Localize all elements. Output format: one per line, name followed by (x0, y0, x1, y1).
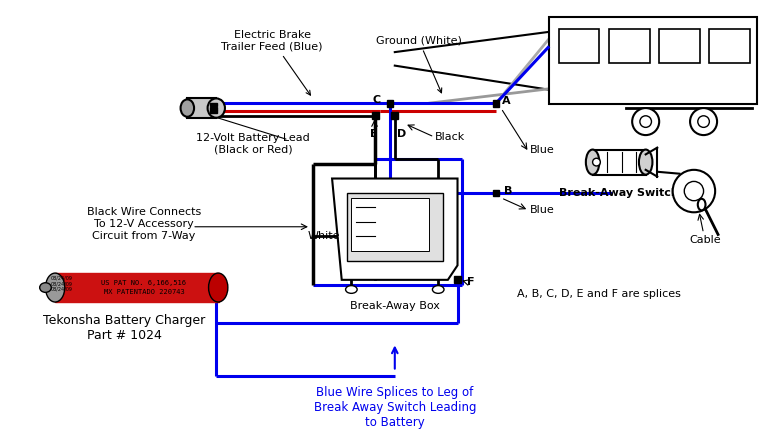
Text: Blue: Blue (530, 205, 555, 215)
Text: Tekonsha Battery Charger
Part # 1024: Tekonsha Battery Charger Part # 1024 (44, 313, 205, 342)
Ellipse shape (698, 199, 706, 210)
Ellipse shape (40, 283, 51, 293)
Text: Black: Black (436, 132, 465, 142)
Bar (346, 193, 443, 261)
Text: Blue Wire Splices to Leg of
Break Away Switch Leading
to Battery: Blue Wire Splices to Leg of Break Away S… (314, 386, 476, 429)
Text: MX PATENTADO 220743: MX PATENTADO 220743 (103, 290, 184, 295)
Bar (593, 150, 646, 175)
Text: C: C (372, 95, 380, 106)
Text: A: A (502, 96, 510, 106)
Text: White: White (307, 232, 340, 242)
Text: Break-Away Box: Break-Away Box (350, 301, 440, 311)
Ellipse shape (208, 99, 225, 118)
Text: 08/24/09
08/24/09
08/24/09: 08/24/09 08/24/09 08/24/09 (51, 276, 73, 292)
Text: 12-Volt Battery Lead
(Black or Red): 12-Volt Battery Lead (Black or Red) (196, 133, 310, 155)
Ellipse shape (433, 286, 444, 293)
Text: Cable: Cable (689, 235, 721, 245)
Bar (187, 99, 216, 118)
Text: B: B (504, 186, 512, 196)
Circle shape (593, 158, 601, 166)
Ellipse shape (45, 273, 65, 302)
Bar (549, 17, 757, 104)
Ellipse shape (345, 286, 357, 293)
Circle shape (685, 181, 703, 201)
Text: Electric Brake
Trailer Feed (Blue): Electric Brake Trailer Feed (Blue) (222, 30, 323, 95)
Bar (352, 198, 429, 251)
Text: Ground (White): Ground (White) (376, 35, 462, 93)
Bar (372, 112, 379, 119)
Ellipse shape (586, 150, 599, 175)
Ellipse shape (639, 150, 653, 175)
Bar (391, 112, 398, 119)
Bar (55, 273, 219, 302)
Bar (492, 190, 499, 196)
Circle shape (640, 116, 651, 127)
Bar (609, 29, 650, 63)
Text: D: D (397, 129, 406, 140)
Bar (659, 29, 699, 63)
Circle shape (633, 108, 659, 135)
Circle shape (698, 116, 710, 127)
Bar (492, 100, 499, 107)
Text: E: E (370, 129, 377, 140)
Bar (387, 100, 394, 107)
Bar (710, 29, 750, 63)
Circle shape (690, 108, 717, 135)
Text: F: F (467, 277, 475, 287)
Text: US PAT NO. 6,166,516: US PAT NO. 6,166,516 (101, 280, 187, 286)
Polygon shape (332, 178, 457, 280)
Bar (454, 276, 461, 283)
Bar (559, 29, 599, 63)
Ellipse shape (180, 99, 194, 117)
Text: Break-Away Switch: Break-Away Switch (559, 188, 679, 198)
Ellipse shape (209, 273, 228, 302)
Text: A, B, C, D, E and F are splices: A, B, C, D, E and F are splices (517, 290, 682, 299)
Circle shape (673, 170, 715, 212)
Text: Black Wire Connects
To 12-V Accessory
Circuit from 7-Way: Black Wire Connects To 12-V Accessory Ci… (87, 208, 201, 241)
Bar (209, 107, 217, 109)
Bar (209, 110, 217, 113)
Bar (209, 103, 217, 106)
Text: Blue: Blue (530, 145, 555, 155)
